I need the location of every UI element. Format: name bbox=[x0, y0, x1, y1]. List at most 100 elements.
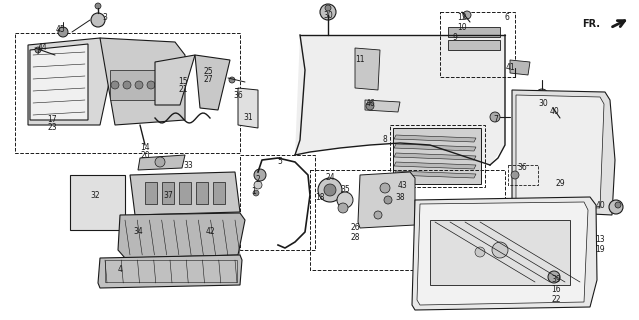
Text: 11: 11 bbox=[355, 55, 365, 65]
Circle shape bbox=[380, 183, 390, 193]
Polygon shape bbox=[516, 95, 604, 208]
Text: 24: 24 bbox=[325, 173, 335, 182]
Bar bbox=[508, 165, 538, 185]
Circle shape bbox=[254, 169, 266, 181]
Bar bbox=[430, 220, 570, 285]
Circle shape bbox=[123, 81, 131, 89]
Text: 14: 14 bbox=[140, 143, 150, 153]
Circle shape bbox=[548, 271, 560, 283]
Polygon shape bbox=[100, 38, 185, 125]
Circle shape bbox=[536, 89, 548, 101]
Polygon shape bbox=[394, 135, 476, 142]
Text: 6: 6 bbox=[505, 13, 509, 22]
Bar bbox=[196, 182, 208, 204]
Circle shape bbox=[374, 211, 382, 219]
Text: 46: 46 bbox=[365, 99, 375, 108]
Circle shape bbox=[320, 4, 336, 20]
Text: 13: 13 bbox=[595, 236, 604, 244]
Polygon shape bbox=[512, 90, 615, 215]
Text: 29: 29 bbox=[555, 179, 565, 188]
Circle shape bbox=[475, 247, 485, 257]
Text: 33: 33 bbox=[183, 161, 193, 170]
Text: 31: 31 bbox=[243, 114, 253, 123]
Text: FR.: FR. bbox=[582, 19, 600, 29]
Polygon shape bbox=[417, 202, 588, 305]
Circle shape bbox=[229, 77, 235, 83]
Bar bbox=[15, 33, 240, 153]
Polygon shape bbox=[30, 44, 88, 120]
Polygon shape bbox=[394, 144, 476, 151]
Circle shape bbox=[91, 13, 105, 27]
Text: 21: 21 bbox=[178, 85, 188, 94]
Text: 37: 37 bbox=[163, 191, 173, 201]
Polygon shape bbox=[295, 35, 505, 165]
Polygon shape bbox=[412, 197, 597, 310]
Polygon shape bbox=[155, 55, 195, 105]
Circle shape bbox=[384, 196, 392, 204]
Bar bbox=[390, 125, 485, 187]
Text: 19: 19 bbox=[595, 245, 604, 254]
Circle shape bbox=[253, 190, 259, 196]
Text: 25: 25 bbox=[203, 68, 213, 76]
Polygon shape bbox=[394, 153, 476, 160]
Circle shape bbox=[463, 11, 471, 19]
Text: 40: 40 bbox=[549, 108, 559, 116]
Bar bbox=[440, 12, 515, 77]
Text: 8: 8 bbox=[383, 135, 387, 145]
Text: 38: 38 bbox=[395, 193, 405, 202]
Polygon shape bbox=[130, 172, 240, 215]
Text: 35: 35 bbox=[340, 186, 350, 195]
Text: 43: 43 bbox=[398, 180, 408, 189]
Polygon shape bbox=[118, 213, 245, 258]
Bar bbox=[145, 182, 157, 204]
Polygon shape bbox=[138, 155, 185, 170]
Polygon shape bbox=[28, 38, 115, 125]
Text: 36: 36 bbox=[517, 164, 527, 172]
Text: 22: 22 bbox=[551, 295, 561, 305]
Circle shape bbox=[338, 203, 348, 213]
Circle shape bbox=[511, 171, 519, 179]
Circle shape bbox=[325, 5, 331, 11]
Text: 36: 36 bbox=[233, 91, 243, 100]
Bar bbox=[310, 170, 505, 270]
Circle shape bbox=[318, 178, 342, 202]
Text: 15: 15 bbox=[178, 77, 188, 86]
Circle shape bbox=[95, 3, 101, 9]
Circle shape bbox=[551, 100, 561, 110]
Text: 40: 40 bbox=[596, 201, 606, 210]
Bar bbox=[393, 128, 481, 184]
Text: 41: 41 bbox=[505, 63, 515, 73]
Circle shape bbox=[490, 112, 500, 122]
Text: 20: 20 bbox=[140, 151, 150, 161]
Text: 42: 42 bbox=[205, 228, 215, 236]
Circle shape bbox=[135, 81, 143, 89]
Circle shape bbox=[366, 102, 374, 110]
Polygon shape bbox=[394, 171, 476, 178]
Bar bbox=[110, 70, 170, 100]
Bar bbox=[70, 175, 125, 230]
Text: 34: 34 bbox=[133, 228, 143, 236]
Circle shape bbox=[324, 184, 336, 196]
Text: 9: 9 bbox=[452, 33, 458, 42]
Text: 28: 28 bbox=[350, 234, 360, 243]
Circle shape bbox=[155, 157, 165, 167]
Circle shape bbox=[159, 81, 167, 89]
Text: 16: 16 bbox=[551, 285, 561, 294]
Text: 12: 12 bbox=[458, 13, 466, 22]
Text: 39: 39 bbox=[551, 276, 561, 284]
Text: 18: 18 bbox=[315, 194, 325, 203]
Text: 17: 17 bbox=[47, 116, 57, 124]
Text: 26: 26 bbox=[350, 223, 360, 233]
Polygon shape bbox=[365, 100, 400, 112]
Text: 5: 5 bbox=[277, 157, 282, 166]
Circle shape bbox=[58, 27, 68, 37]
Text: 27: 27 bbox=[203, 76, 213, 84]
Text: 3: 3 bbox=[103, 13, 107, 22]
Polygon shape bbox=[355, 48, 380, 90]
Polygon shape bbox=[98, 255, 242, 288]
Circle shape bbox=[615, 202, 621, 208]
Polygon shape bbox=[510, 60, 530, 75]
Circle shape bbox=[609, 200, 623, 214]
Circle shape bbox=[492, 242, 508, 258]
Polygon shape bbox=[358, 172, 415, 228]
